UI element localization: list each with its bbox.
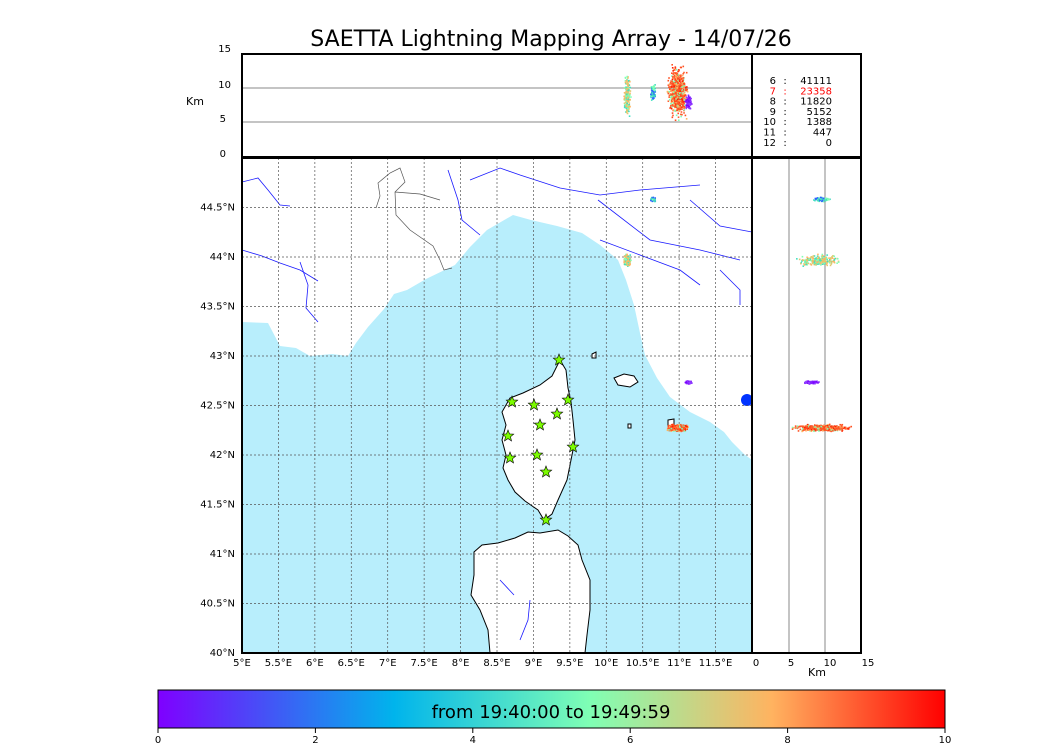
map-scatter-points	[623, 196, 693, 433]
station-count-value: 447	[813, 128, 832, 139]
station-count-sep: :	[783, 86, 786, 97]
station-star	[539, 513, 553, 526]
colorbar-tick-label: 8	[784, 735, 790, 746]
station-star	[552, 353, 566, 366]
station-count-stations: 6	[770, 76, 776, 87]
km-axis-label: Km	[808, 666, 826, 679]
lon-tick-label: 8°E	[452, 658, 470, 669]
colorbar-label: from 19:40:00 to 19:49:59	[432, 702, 671, 723]
rivers	[242, 167, 752, 641]
station-count-value: 0	[826, 138, 832, 149]
station-count-stations: 8	[770, 97, 776, 108]
lat-tick-label: 42.5°N	[200, 401, 235, 412]
km-tick-0: 0	[753, 658, 759, 669]
station-count-sep: :	[783, 128, 786, 139]
lat-tick-label: 43°N	[210, 351, 235, 362]
bolsena-lake	[741, 394, 752, 406]
station-count-stations: 7	[770, 86, 776, 97]
station-count-sep: :	[783, 97, 786, 108]
station-star	[533, 418, 547, 431]
time-colorbar: from 19:40:00 to 19:49:59 0 2 4 6 8 10	[155, 689, 952, 746]
lat-lon-grid	[242, 158, 752, 653]
station-star	[530, 448, 544, 461]
station-count-value: 23358	[800, 86, 832, 97]
station-count-stations: 9	[770, 107, 776, 118]
lat-tick-label: 44.5°N	[200, 203, 235, 214]
station-star	[566, 440, 580, 453]
station-count-value: 11820	[800, 97, 832, 108]
alt-axis-label: Km	[186, 95, 204, 108]
lat-tick-label: 41°N	[210, 549, 235, 560]
station-count-sep: :	[783, 107, 786, 118]
lat-tick-label: 43.5°N	[200, 302, 235, 313]
station-count-panel: 6: 41111 7: 23358 8: 11820 9: 5152 10: 1388 11: 447…	[751, 53, 862, 158]
colorbar-tick-label: 2	[312, 735, 318, 746]
alt-tick-0: 0	[220, 149, 226, 160]
lon-tick-label: 7.5°E	[411, 658, 438, 669]
colorbar-tick-label: 0	[155, 735, 161, 746]
km-tick-10: 10	[824, 658, 837, 669]
elba-island	[613, 373, 639, 388]
altitude-lat-panel: 0 5 10 15 Km	[751, 157, 875, 679]
monte-cristo-island	[627, 423, 632, 429]
lat-tick-label: 41.5°N	[200, 500, 235, 511]
km-tick-5: 5	[788, 658, 794, 669]
lon-tick-label: 5°E	[233, 658, 251, 669]
station-count-stations: 10	[763, 117, 776, 128]
altitude-lat-scatter-points	[791, 196, 853, 433]
lon-tick-label: 6°E	[306, 658, 324, 669]
station-count-value: 1388	[807, 117, 832, 128]
lon-tick-label: 5.5°E	[265, 658, 292, 669]
lon-tick-label: 11.5°E	[699, 658, 733, 669]
station-star	[550, 407, 564, 420]
station-star	[501, 429, 515, 442]
station-star	[527, 398, 541, 411]
station-star	[561, 393, 575, 406]
figure-title: SAETTA Lightning Mapping Array - 14/07/2…	[310, 27, 791, 52]
alt-tick-10: 10	[218, 80, 231, 91]
lon-tick-label: 10°E	[594, 658, 618, 669]
sardinia-island	[470, 529, 591, 653]
station-star	[539, 465, 553, 478]
lon-tick-label: 10.5°E	[626, 658, 660, 669]
station-count-sep: :	[783, 117, 786, 128]
colorbar-tick-label: 4	[470, 735, 476, 746]
lat-tick-label: 44°N	[210, 252, 235, 263]
lat-tick-label: 40°N	[210, 648, 235, 659]
station-count-value: 5152	[807, 107, 832, 118]
map-panel: 44.5°N 44°N 43.5°N 43°N 42.5°N 42°N 41.5°N 41°N…	[200, 157, 753, 669]
station-count-stations: 11	[763, 128, 776, 139]
station-count-stations: 12	[763, 138, 776, 149]
lon-tick-label: 8.5°E	[483, 658, 510, 669]
colorbar-tick-label: 10	[939, 735, 952, 746]
altitude-scatter-points	[623, 63, 693, 122]
colorbar-tick-label: 6	[627, 735, 633, 746]
station-count-sep: :	[783, 76, 786, 87]
station-count-sep: :	[783, 138, 786, 149]
lon-tick-label: 7°E	[379, 658, 397, 669]
lon-tick-label: 9°E	[525, 658, 543, 669]
lon-tick-label: 6.5°E	[338, 658, 365, 669]
corsica-island	[501, 358, 576, 521]
alt-tick-5: 5	[220, 114, 226, 125]
station-star	[505, 395, 519, 408]
colorbar-gradient	[157, 689, 946, 729]
country-borders	[375, 167, 453, 271]
capraia-island	[591, 351, 597, 359]
station-star	[503, 451, 517, 464]
alt-tick-15: 15	[218, 44, 231, 55]
station-markers	[501, 353, 580, 526]
lon-tick-label: 9.5°E	[556, 658, 583, 669]
lon-tick-label: 11°E	[667, 658, 691, 669]
km-tick-15: 15	[862, 658, 875, 669]
station-count-value: 41111	[800, 76, 832, 87]
lat-tick-label: 40.5°N	[200, 599, 235, 610]
lat-tick-label: 42°N	[210, 450, 235, 461]
altitude-lon-panel: 15 10 5 0 Km	[186, 44, 753, 160]
